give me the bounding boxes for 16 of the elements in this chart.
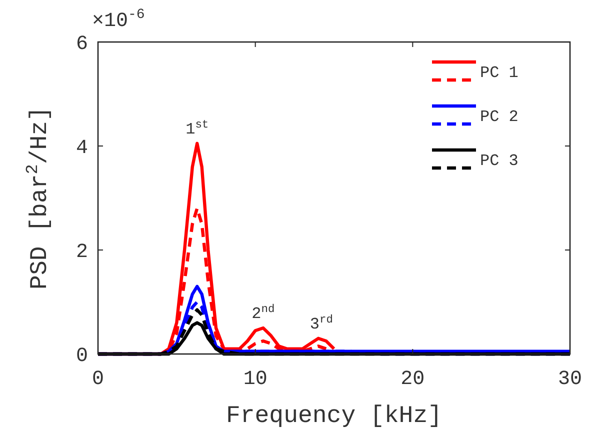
x-tick-label: 10 xyxy=(243,368,268,391)
x-axis-title: Frequency [kHz] xyxy=(226,403,442,430)
x-tick-label: 30 xyxy=(558,368,582,391)
x-tick-label: 0 xyxy=(92,368,104,391)
y-tick-label: 0 xyxy=(76,345,88,368)
annotation: 3$^{rd}$ xyxy=(310,313,333,334)
x-tick-label: 20 xyxy=(400,368,425,391)
text: ×10$^{-6}$ xyxy=(92,7,145,33)
y-tick-label: 6 xyxy=(76,33,88,56)
legend-label: PC 3 xyxy=(480,152,518,170)
y-tick-label: 4 xyxy=(76,137,88,160)
legend-label: PC 1 xyxy=(480,64,518,82)
annotation: 2$^{nd}$ xyxy=(252,303,275,323)
legend-label: PC 2 xyxy=(480,108,518,126)
annotation: 1$^{st}$ xyxy=(186,119,209,138)
y-tick-label: 2 xyxy=(76,241,88,264)
